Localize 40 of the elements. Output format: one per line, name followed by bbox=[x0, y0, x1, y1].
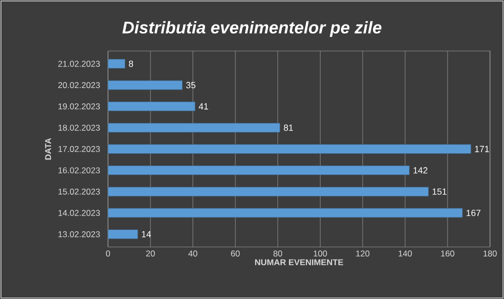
y-tick-label: 14.02.2023 bbox=[58, 210, 100, 216]
bar bbox=[108, 80, 182, 90]
x-tick-label: 140 bbox=[398, 250, 412, 257]
data-label: 41 bbox=[198, 103, 208, 110]
y-tick-label: 19.02.2023 bbox=[58, 103, 100, 110]
data-label: 14 bbox=[142, 231, 151, 238]
x-tick-label: 180 bbox=[484, 250, 497, 257]
bar bbox=[108, 208, 463, 218]
bar bbox=[108, 186, 429, 196]
data-label: 81 bbox=[284, 124, 293, 131]
bar bbox=[108, 102, 196, 112]
x-tick-label: 60 bbox=[231, 250, 240, 257]
bar bbox=[108, 122, 280, 132]
bar bbox=[108, 59, 126, 68]
y-tick-label: 15.02.2023 bbox=[58, 188, 100, 195]
x-tick-label: 160 bbox=[441, 250, 454, 257]
data-label: 151 bbox=[432, 188, 446, 195]
y-tick-label: 16.02.2023 bbox=[58, 167, 100, 174]
y-tick-label: 17.02.2023 bbox=[58, 146, 100, 152]
x-axis-title: NUMAR EVENIMENTE bbox=[255, 259, 344, 266]
x-tick-label: 20 bbox=[146, 250, 155, 257]
x-tick-label: 0 bbox=[106, 250, 110, 257]
data-label: 167 bbox=[466, 210, 480, 216]
x-tick-label: 100 bbox=[314, 250, 327, 257]
y-tick-label: 18.02.2023 bbox=[58, 124, 100, 131]
data-label: 8 bbox=[128, 60, 134, 67]
y-tick-label: 20.02.2023 bbox=[58, 82, 100, 88]
y-tick-label: 13.02.2023 bbox=[58, 231, 100, 238]
x-tick-label: 80 bbox=[273, 250, 282, 257]
bar bbox=[108, 166, 410, 176]
data-label: 171 bbox=[475, 146, 489, 152]
bar bbox=[108, 230, 138, 239]
x-tick-label: 40 bbox=[188, 250, 198, 257]
data-label: 35 bbox=[186, 82, 196, 88]
chart-title: Distributia evenimentelor pe zile bbox=[122, 21, 382, 37]
x-tick-label: 120 bbox=[356, 250, 370, 257]
y-axis-title: DATA bbox=[45, 138, 52, 160]
y-tick-label: 21.02.2023 bbox=[58, 60, 100, 67]
bar bbox=[108, 144, 472, 154]
data-label: 142 bbox=[414, 167, 428, 174]
